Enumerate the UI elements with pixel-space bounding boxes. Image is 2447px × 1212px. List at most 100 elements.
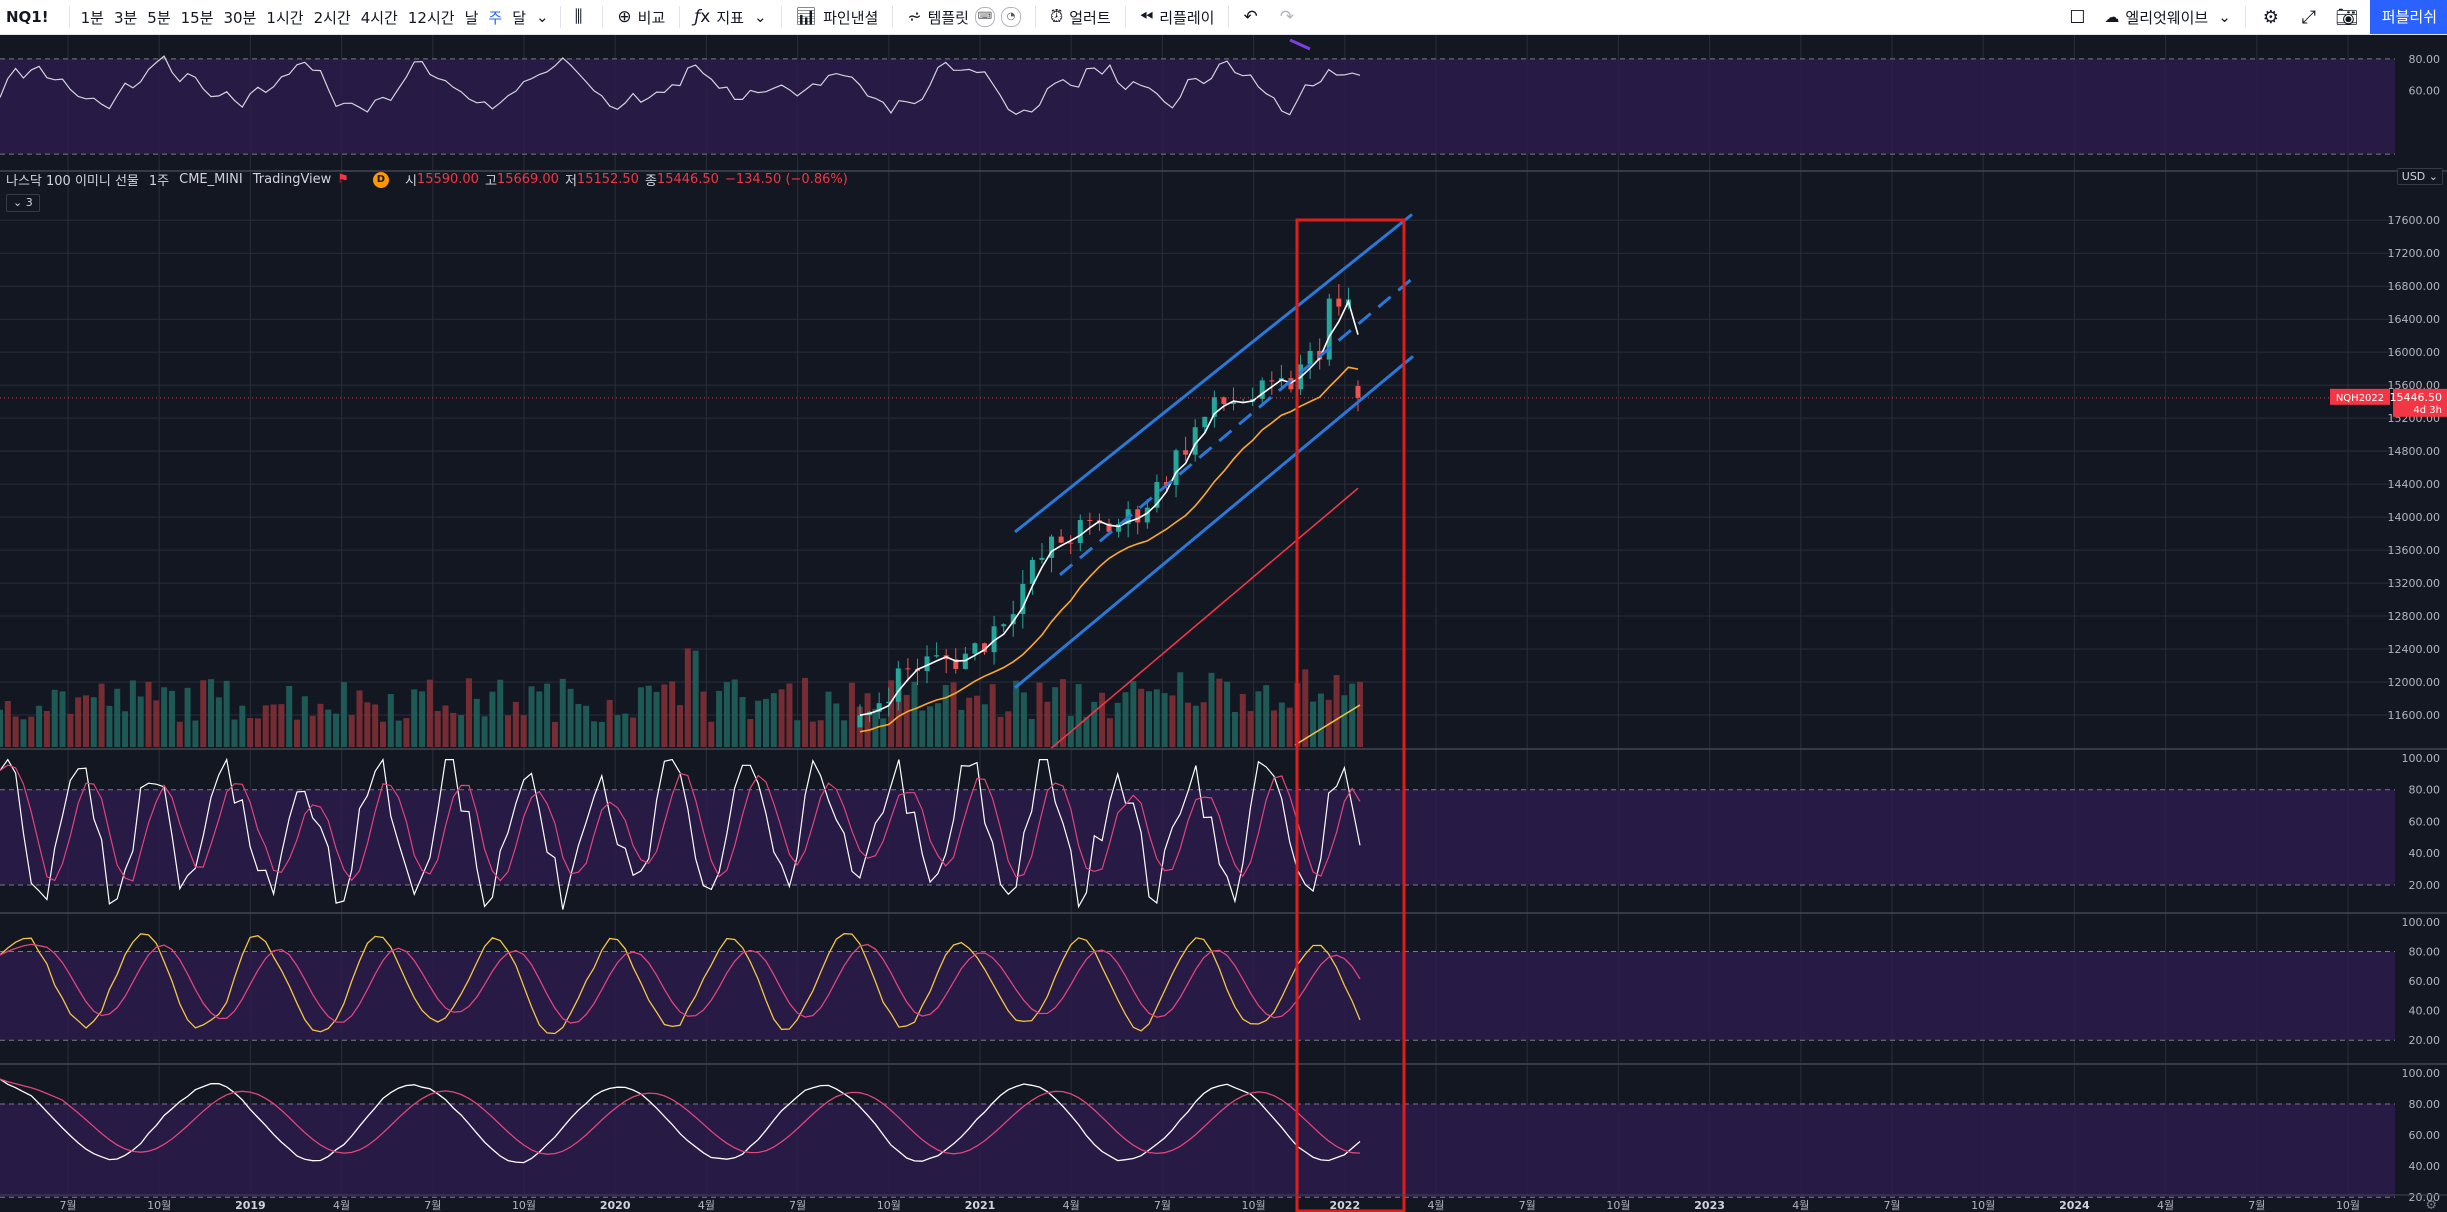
- volume-bar: [263, 705, 269, 747]
- timeframe-12h[interactable]: 12시간: [403, 7, 460, 28]
- volume-bar: [818, 720, 824, 747]
- volume-bar: [536, 691, 542, 747]
- volume-bar: [91, 697, 97, 747]
- currency-selector[interactable]: USD ⌄: [2397, 168, 2443, 185]
- volume-bar: [724, 682, 730, 747]
- volume-bar: [60, 691, 66, 747]
- volume-bar: [36, 706, 42, 747]
- pane-axis-label: 60.00: [2409, 815, 2441, 828]
- templates-button[interactable]: ⩫ 템플릿 ⌨ ◔: [899, 7, 1029, 28]
- volume-bar: [138, 696, 144, 747]
- publish-button[interactable]: 퍼블리쉬: [2370, 0, 2447, 34]
- price-axis-label: 16800.00: [2388, 280, 2441, 293]
- volume-bar: [755, 701, 761, 747]
- redo-button[interactable]: ↷: [1272, 7, 1308, 27]
- volume-bar: [443, 706, 449, 747]
- compare-button[interactable]: ⊕ 비교: [609, 7, 673, 28]
- timeframe-2h[interactable]: 2시간: [309, 7, 356, 28]
- pane-axis-label: 100.00: [2402, 916, 2441, 929]
- timeframe-month[interactable]: 달: [507, 7, 531, 28]
- symbol-search-button[interactable]: NQ1!: [0, 8, 63, 26]
- volume-bar: [497, 680, 503, 747]
- volume-bar: [52, 690, 58, 747]
- candle-body: [1135, 509, 1140, 522]
- timeframe-1m[interactable]: 1분: [76, 7, 109, 28]
- volume-bar: [1138, 689, 1144, 747]
- chart-type-button[interactable]: ⫼: [567, 7, 597, 27]
- time-axis-label: 4월: [2157, 1199, 2174, 1212]
- fullscreen-icon[interactable]: ⤢: [2290, 7, 2328, 28]
- volume-bar: [513, 702, 519, 747]
- volume-bar: [505, 715, 511, 747]
- volume-bar: [1349, 684, 1355, 747]
- time-axis-label: 7월: [789, 1199, 806, 1212]
- flag-icon[interactable]: ⚑: [337, 172, 349, 187]
- candle-body: [1183, 450, 1188, 454]
- pine-label: 파인낸셜: [823, 7, 878, 28]
- price-axis-label: 14400.00: [2388, 478, 2441, 491]
- replay-label: 리플레이: [1159, 7, 1214, 28]
- legend-interval: 1주: [149, 170, 169, 189]
- volume-bar: [208, 679, 214, 747]
- layout-selector[interactable]: ☁︎ 엘리엇웨이브 ⌄: [2096, 7, 2238, 28]
- overbought-oversold-band: [0, 952, 2395, 1041]
- settings-gear-icon[interactable]: ⚙︎: [2252, 7, 2290, 28]
- volume-bar: [841, 720, 847, 747]
- toolbar-divider: [1125, 6, 1126, 28]
- time-axis-label: 4월: [1063, 1199, 1080, 1212]
- time-axis-label: 4월: [333, 1199, 350, 1212]
- dividend-badge[interactable]: D: [373, 172, 389, 188]
- volume-bar: [169, 691, 175, 747]
- undo-button[interactable]: ↶: [1235, 7, 1271, 27]
- volume-bar: [185, 688, 191, 747]
- timeframe-4h[interactable]: 4시간: [356, 7, 403, 28]
- volume-bar: [1044, 702, 1050, 747]
- chart-canvas[interactable]: 80.00 60.00 100.00 80.00 60.00 40.00 20.00 100.…: [0, 35, 2447, 1212]
- volume-bar: [458, 715, 464, 747]
- volume-bar: [372, 704, 378, 747]
- volume-bar: [466, 678, 472, 747]
- timeframe-day[interactable]: 날: [460, 7, 484, 28]
- volume-bar: [153, 700, 159, 747]
- volume-bar: [982, 704, 988, 747]
- timeframe-week[interactable]: 주: [483, 7, 507, 28]
- legend-high: 15669.00: [497, 172, 559, 187]
- volume-bar: [200, 680, 206, 747]
- volume-bar: [75, 697, 81, 747]
- pane-axis-label: 100.00: [2402, 752, 2441, 765]
- volume-bar: [693, 651, 699, 747]
- volume-bar: [880, 718, 886, 747]
- pine-button[interactable]: 📊︎ 파인낸셜: [788, 7, 887, 28]
- timeframe-dropdown-icon[interactable]: ⌄: [531, 8, 554, 26]
- legend-change: −134.50 (−0.86%): [725, 172, 848, 187]
- candle-body: [1336, 299, 1341, 307]
- volume-bar: [833, 703, 839, 747]
- volume-bar: [435, 711, 441, 747]
- volume-bar: [1052, 687, 1058, 747]
- replay-button[interactable]: ⏪︎ 리플레이: [1132, 7, 1223, 28]
- volume-bar: [122, 711, 128, 747]
- alert-label: 얼러트: [1069, 7, 1110, 28]
- volume-bar: [388, 694, 394, 747]
- alert-button[interactable]: ⏰︎ 얼러트: [1042, 7, 1119, 28]
- volume-bar: [958, 710, 964, 747]
- candle-body: [1059, 537, 1064, 543]
- fullscreen-square-icon[interactable]: ☐: [2058, 7, 2096, 28]
- timeframe-3m[interactable]: 3분: [109, 7, 142, 28]
- camera-icon[interactable]: 📷︎: [2328, 7, 2366, 28]
- template-icon: ⩫: [907, 7, 921, 27]
- candle-body: [1356, 386, 1361, 398]
- time-axis-label: 7월: [59, 1199, 76, 1212]
- pane-axis-label: 80.00: [2409, 946, 2441, 959]
- collapse-indicators-button[interactable]: ⌄ 3: [6, 194, 40, 212]
- candle-body: [905, 668, 910, 669]
- indicators-button[interactable]: ƒx 지표 ⌄: [686, 7, 774, 28]
- volume-bar: [231, 720, 237, 747]
- timeframe-15m[interactable]: 15분: [176, 7, 219, 28]
- cloud-icon: ☁︎: [2104, 8, 2119, 26]
- volume-bar: [482, 716, 488, 747]
- timeframe-5m[interactable]: 5분: [142, 7, 175, 28]
- toolbar-divider: [1228, 6, 1229, 28]
- timeframe-30m[interactable]: 30분: [219, 7, 262, 28]
- timeframe-1h[interactable]: 1시간: [261, 7, 308, 28]
